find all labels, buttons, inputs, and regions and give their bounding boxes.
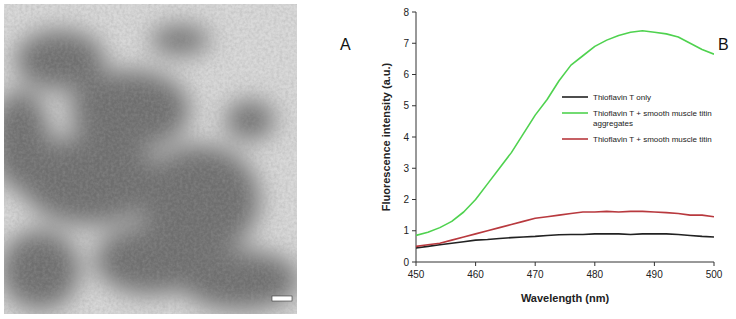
legend-swatch: [562, 138, 588, 140]
scale-bar: [272, 296, 292, 301]
series-line: [416, 234, 714, 248]
x-tick-label: 460: [467, 269, 484, 280]
micrograph: [4, 4, 297, 314]
x-tick-label: 490: [646, 269, 663, 280]
legend: Thioflavin T only Thioflavin T + smooth m…: [562, 93, 712, 144]
x-tick-label: 470: [527, 269, 544, 280]
y-tick-label: 6: [403, 69, 409, 80]
legend-label: Thioflavin T only: [593, 93, 651, 102]
legend-swatch: [562, 112, 588, 114]
y-tick-label: 7: [403, 38, 409, 49]
x-tick: [475, 262, 476, 266]
canvas: A B 450 460 470 480 490 500 0 1 2 3 4 5 6 7 8 Wavelength …: [0, 0, 736, 319]
x-tick: [654, 262, 655, 266]
legend-label: Thioflavin T + smooth muscle titinaggreg…: [593, 109, 712, 128]
y-tick-label: 5: [403, 100, 409, 111]
figure: A B 450 460 470 480 490 500 0 1 2 3 4 5 6 7 8 Wavelength …: [0, 0, 736, 319]
y-tick-label: 3: [403, 163, 409, 174]
x-axis-label: Wavelength (nm): [521, 292, 610, 304]
y-tick: [412, 168, 416, 169]
y-tick-label: 8: [403, 7, 409, 18]
x-tick-label: 480: [586, 269, 603, 280]
y-axis-label: Fluorescence intensity (a.u.): [380, 62, 392, 211]
plot-lines: [416, 31, 714, 248]
series-line: [416, 211, 714, 246]
x-tick: [535, 262, 536, 266]
y-tick: [412, 199, 416, 200]
series-line: [416, 31, 714, 236]
x-axis: [416, 262, 714, 263]
panel-label: B: [718, 36, 729, 53]
y-tick: [412, 43, 416, 44]
y-tick-label: 2: [403, 194, 409, 205]
y-tick: [412, 230, 416, 231]
micrograph-background: [4, 4, 297, 314]
y-tick-label: 4: [403, 132, 409, 143]
y-tick: [412, 12, 416, 13]
micrograph-texture: [4, 4, 297, 314]
x-tick-label: 500: [706, 269, 723, 280]
legend-label: Thioflavin T + smooth muscle titin: [593, 135, 712, 144]
axes: 450 460 470 480 490 500 0 1 2 3 4 5 6 7 8 Wavelength (n…: [380, 7, 723, 305]
x-tick: [714, 262, 715, 266]
y-tick: [412, 137, 416, 138]
panel-label: A: [340, 36, 351, 53]
x-tick: [594, 262, 595, 266]
y-tick-label: 1: [403, 225, 409, 236]
y-tick: [412, 262, 416, 263]
y-tick-label: 0: [403, 257, 409, 268]
x-tick: [416, 262, 417, 266]
y-tick: [412, 105, 416, 106]
legend-swatch: [562, 96, 588, 98]
x-tick-label: 450: [408, 269, 425, 280]
y-tick: [412, 74, 416, 75]
